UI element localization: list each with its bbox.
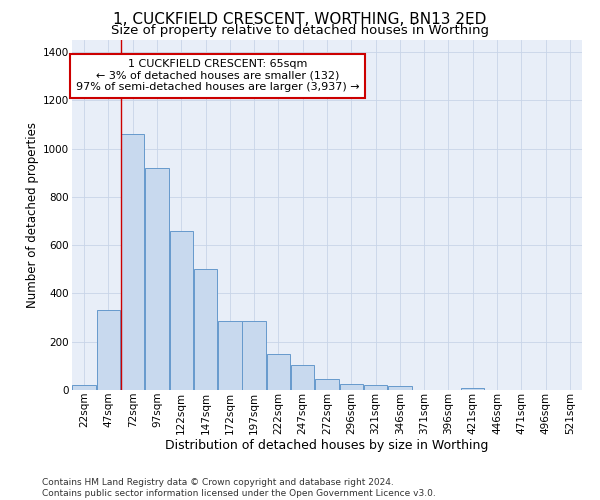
Bar (145, 168, 169, 390)
Text: Contains HM Land Registry data © Crown copyright and database right 2024.
Contai: Contains HM Land Registry data © Crown c… (42, 478, 436, 498)
Y-axis label: Number of detached properties: Number of detached properties (26, 122, 39, 308)
Text: 1, CUCKFIELD CRESCENT, WORTHING, BN13 2ED: 1, CUCKFIELD CRESCENT, WORTHING, BN13 2E… (113, 12, 487, 26)
Text: 1 CUCKFIELD CRESCENT: 65sqm
← 3% of detached houses are smaller (132)
97% of sem: 1 CUCKFIELD CRESCENT: 65sqm ← 3% of deta… (76, 60, 359, 92)
Bar (266, 354, 290, 390)
Bar (364, 385, 388, 390)
Bar (97, 310, 120, 390)
X-axis label: Distribution of detached houses by size in Worthing: Distribution of detached houses by size … (166, 439, 488, 452)
Bar (121, 134, 145, 390)
Bar (218, 321, 242, 390)
Bar (170, 230, 193, 390)
Bar (194, 270, 217, 390)
Bar (340, 384, 363, 390)
Bar (461, 388, 484, 390)
Bar (291, 364, 314, 390)
Text: Size of property relative to detached houses in Worthing: Size of property relative to detached ho… (111, 24, 489, 37)
Bar (388, 386, 412, 390)
Bar (73, 385, 96, 390)
Bar (315, 379, 339, 390)
Bar (242, 321, 266, 390)
